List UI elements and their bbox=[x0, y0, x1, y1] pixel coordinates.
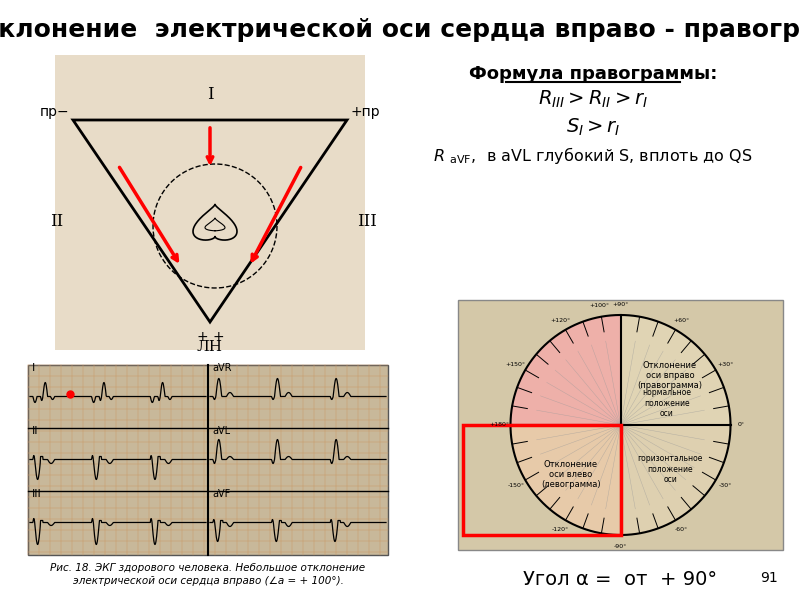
Text: +120°: +120° bbox=[550, 318, 570, 323]
Text: +пр: +пр bbox=[351, 105, 381, 119]
Text: -30°: -30° bbox=[718, 483, 732, 488]
Text: aVL: aVL bbox=[212, 426, 230, 436]
Text: II: II bbox=[32, 426, 38, 436]
Text: I: I bbox=[32, 363, 35, 373]
Text: 3) Отклонение  электрической оси сердца вправо - правограмма: 3) Отклонение электрической оси сердца в… bbox=[0, 18, 800, 42]
Text: +: + bbox=[212, 330, 224, 344]
Text: III: III bbox=[32, 489, 42, 499]
Text: Угол α =  от  + 90°: Угол α = от + 90° bbox=[523, 570, 718, 589]
Bar bbox=[28, 365, 388, 555]
Text: +30°: +30° bbox=[717, 362, 734, 367]
Text: +90°: +90° bbox=[612, 301, 629, 307]
Wedge shape bbox=[510, 425, 621, 535]
Wedge shape bbox=[621, 425, 730, 535]
Text: ЛН: ЛН bbox=[197, 340, 223, 354]
Text: I: I bbox=[206, 86, 214, 103]
Text: до + 180°: до + 180° bbox=[570, 598, 671, 600]
Bar bbox=[463, 425, 621, 535]
Text: пр−: пр− bbox=[39, 105, 69, 119]
Text: -60°: -60° bbox=[674, 527, 687, 532]
Text: Отклонение
оси вправо
(правограмма): Отклонение оси вправо (правограмма) bbox=[638, 361, 702, 391]
Bar bbox=[55, 55, 365, 350]
Wedge shape bbox=[510, 315, 621, 425]
Text: Формула правограммы:: Формула правограммы: bbox=[469, 65, 717, 83]
Text: +180°: +180° bbox=[490, 422, 510, 427]
Text: aVR: aVR bbox=[212, 363, 231, 373]
Text: $R_{III} > R_{II} > r_{I}$: $R_{III} > R_{II} > r_{I}$ bbox=[538, 89, 648, 110]
Text: $R$ $_{\mathregular{aVF}}$,  в аVL глубокий S, вплоть до QS: $R$ $_{\mathregular{aVF}}$, в аVL глубок… bbox=[434, 145, 753, 166]
Text: +100°: +100° bbox=[590, 304, 610, 308]
Text: II: II bbox=[50, 212, 63, 229]
Text: -150°: -150° bbox=[507, 483, 524, 488]
Text: горизонтальное
положение
оси: горизонтальное положение оси bbox=[638, 454, 702, 484]
Text: $S_{I} > r_{I}$: $S_{I} > r_{I}$ bbox=[566, 117, 620, 138]
Text: нормальное
положение
оси: нормальное положение оси bbox=[642, 388, 691, 418]
Text: 91: 91 bbox=[760, 571, 778, 585]
Text: III: III bbox=[357, 212, 377, 229]
Bar bbox=[458, 300, 783, 550]
Text: Рис. 18. ЭКГ здорового человека. Небольшое отклонение: Рис. 18. ЭКГ здорового человека. Небольш… bbox=[50, 563, 366, 573]
Text: -120°: -120° bbox=[551, 527, 569, 532]
Text: электрической оси сердца вправо (∠а = + 100°).: электрической оси сердца вправо (∠а = + … bbox=[73, 576, 343, 586]
Wedge shape bbox=[621, 315, 730, 425]
Text: +: + bbox=[196, 330, 208, 344]
Text: +60°: +60° bbox=[673, 318, 689, 323]
Text: +150°: +150° bbox=[506, 362, 526, 367]
Text: aVF: aVF bbox=[212, 489, 230, 499]
Text: Отклонение
оси влево
(левограмма): Отклонение оси влево (левограмма) bbox=[541, 460, 601, 490]
Text: 0°: 0° bbox=[738, 422, 745, 427]
Text: -90°: -90° bbox=[614, 544, 627, 548]
